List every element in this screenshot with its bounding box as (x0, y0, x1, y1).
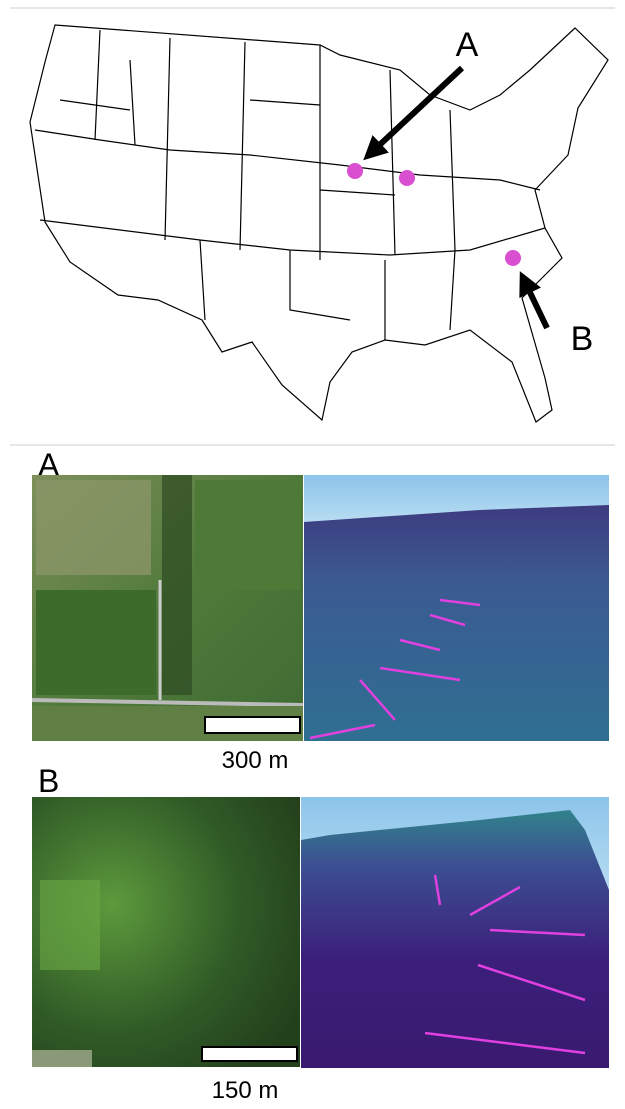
aerial-image (31, 475, 304, 741)
map-label: B (571, 320, 594, 358)
scale-label: 300 m (222, 747, 289, 774)
scale-label: 150 m (212, 1077, 279, 1104)
dem-image (301, 797, 609, 1068)
panel-label: A (38, 447, 60, 483)
site-dot (399, 170, 415, 186)
aerial-image (32, 797, 300, 1067)
arrow (519, 271, 550, 330)
us-map (29, 24, 609, 423)
site-dot (347, 163, 363, 179)
dem-image (304, 475, 609, 741)
map-label: A (456, 26, 479, 64)
scale-bar (201, 1046, 298, 1062)
scale-bar (204, 716, 301, 734)
site-dot (505, 250, 521, 266)
panel-label: B (38, 763, 59, 799)
arrow (363, 65, 465, 161)
